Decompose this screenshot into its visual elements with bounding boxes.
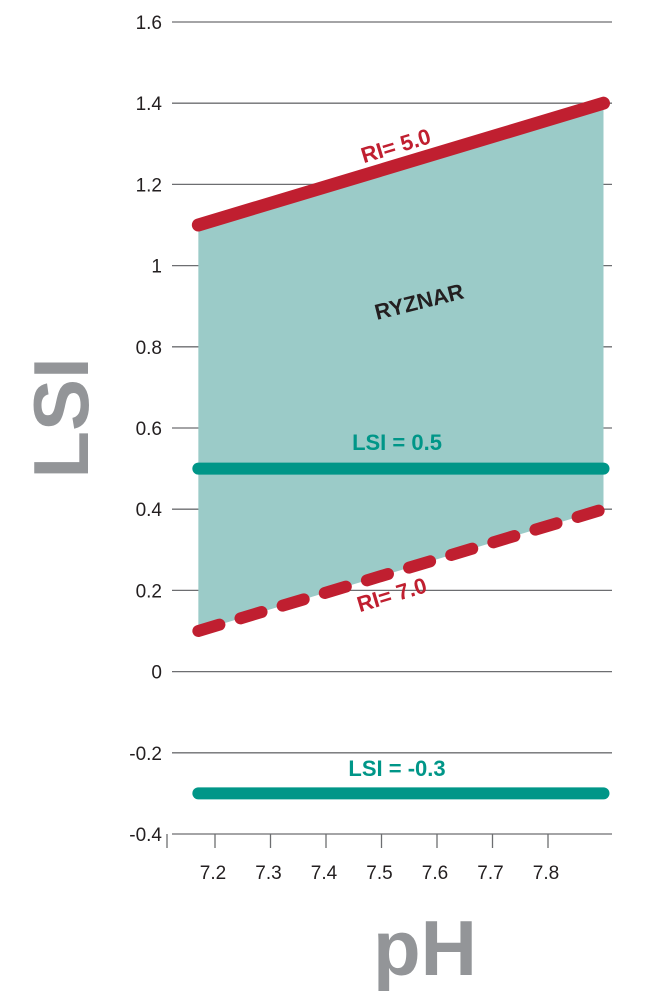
x-tick-label: 7.7 [477, 863, 503, 884]
x-tick-label: 7.3 [255, 863, 281, 884]
y-tick-label: -0.4 [129, 825, 162, 846]
x-axis-title: pH [373, 904, 477, 992]
y-tick-label: 0.4 [136, 500, 163, 521]
y-tick-label: 1.4 [136, 94, 163, 115]
x-tick-label: 7.8 [533, 863, 559, 884]
ryznar-region [198, 103, 604, 631]
series-lines [191, 96, 610, 800]
lsi-0.5-label: LSI = 0.5 [352, 430, 442, 455]
y-tick-label: 1 [151, 257, 162, 278]
x-tick-labels: 7.2 7.3 7.4 7.5 7.6 7.7 7.8 [200, 863, 559, 884]
y-tick-labels: 1.6 1.4 1.2 1 0.8 0.6 0.4 0.2 0 -0.2 -0.4 [129, 13, 162, 846]
y-tick-label: 0.2 [136, 581, 162, 602]
x-axis [166, 834, 549, 848]
y-tick-label: 1.2 [136, 175, 162, 196]
series-line [192, 503, 610, 637]
x-tick-label: 7.2 [200, 863, 226, 884]
y-tick-label: -0.2 [129, 744, 162, 765]
x-tick-label: 7.6 [422, 863, 448, 884]
lsi-neg-0.3-label: LSI = -0.3 [348, 756, 445, 781]
y-axis-title: LSI [17, 357, 105, 478]
y-tick-label: 1.6 [136, 13, 162, 34]
y-tick-label: 0 [151, 663, 162, 684]
y-tick-label: 0.6 [136, 419, 162, 440]
y-tick-label: 0.8 [136, 338, 162, 359]
x-tick-label: 7.5 [366, 863, 392, 884]
x-tick-label: 7.4 [311, 863, 338, 884]
series-line [191, 96, 610, 232]
